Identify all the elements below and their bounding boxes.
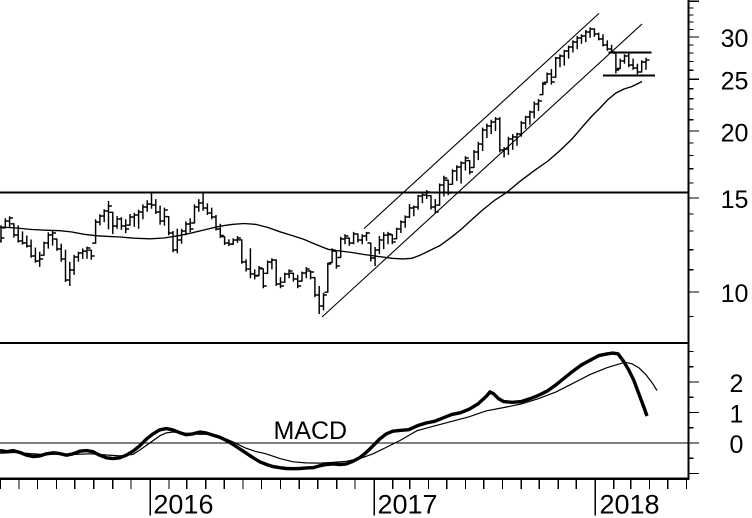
svg-text:15: 15 [721,186,749,214]
svg-text:0: 0 [730,431,744,459]
svg-text:2016: 2016 [153,490,213,518]
svg-text:1: 1 [730,401,744,429]
svg-text:2018: 2018 [600,490,660,518]
svg-text:2: 2 [730,370,744,398]
svg-text:20: 20 [721,119,749,147]
svg-text:25: 25 [721,67,749,95]
svg-text:2017: 2017 [378,490,438,518]
svg-text:30: 30 [721,25,749,53]
svg-text:MACD: MACD [274,417,348,445]
svg-text:10: 10 [721,280,749,308]
